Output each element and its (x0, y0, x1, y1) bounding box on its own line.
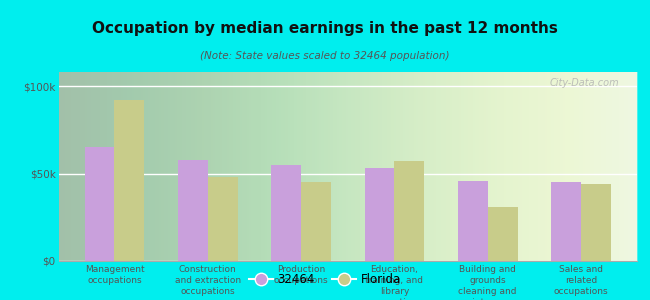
Bar (395, 161, 424, 261)
Bar (458, 181, 488, 261)
Bar (208, 177, 238, 261)
Text: Occupation by median earnings in the past 12 months: Occupation by median earnings in the pas… (92, 21, 558, 36)
Bar (271, 165, 301, 261)
Bar (84, 147, 114, 261)
Bar (114, 100, 144, 261)
Bar (301, 182, 331, 261)
Legend: 32464, Florida: 32464, Florida (244, 269, 406, 291)
Bar (488, 207, 517, 261)
Bar (178, 160, 208, 261)
Text: (Note: State values scaled to 32464 population): (Note: State values scaled to 32464 popu… (200, 51, 450, 61)
Text: City-Data.com: City-Data.com (550, 78, 619, 88)
Bar (581, 184, 611, 261)
Bar (551, 182, 581, 261)
Bar (365, 168, 395, 261)
